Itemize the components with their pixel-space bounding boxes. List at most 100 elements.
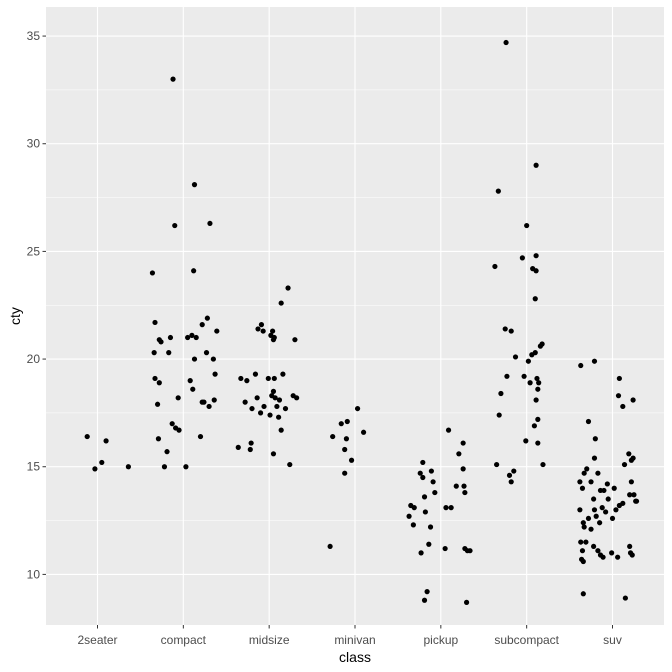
y-tick-label: 20 (27, 352, 41, 366)
y-tick-label: 15 (27, 460, 41, 474)
data-point (445, 427, 452, 433)
data-point (591, 543, 597, 550)
data-point (532, 296, 538, 302)
data-point (244, 377, 250, 384)
data-point (99, 459, 105, 466)
data-point (290, 393, 296, 399)
data-point (169, 421, 175, 427)
data-point (170, 76, 176, 82)
data-point (197, 433, 204, 440)
data-point (187, 377, 193, 384)
data-point (585, 515, 592, 522)
data-point (535, 386, 541, 392)
data-point (588, 526, 594, 532)
data-point (152, 319, 158, 326)
data-point (276, 397, 283, 403)
data-point (151, 350, 157, 356)
data-point (611, 485, 617, 491)
data-points (84, 39, 640, 605)
data-point (460, 440, 466, 446)
data-point (523, 438, 529, 444)
data-point (527, 380, 533, 386)
data-point (432, 489, 438, 496)
data-point (495, 188, 501, 194)
data-point (533, 253, 539, 259)
data-point (161, 464, 168, 470)
data-point (453, 483, 459, 489)
data-point (578, 539, 584, 545)
data-point (615, 393, 622, 399)
data-point (577, 507, 583, 513)
data-point (630, 455, 636, 461)
data-point (535, 416, 541, 422)
data-point (534, 375, 540, 382)
data-point (615, 554, 621, 560)
data-point (621, 461, 628, 468)
data-point (156, 380, 162, 386)
data-point (207, 220, 213, 227)
data-point (278, 300, 284, 306)
data-point (280, 371, 286, 377)
data-point (462, 489, 468, 496)
data-point (270, 328, 276, 334)
data-point (344, 418, 350, 425)
data-point (258, 322, 265, 328)
x-tick-label-midsize: midsize (249, 633, 290, 647)
data-point (531, 423, 537, 429)
data-point (156, 337, 162, 343)
data-point (354, 405, 361, 412)
data-point (248, 440, 254, 446)
data-point (577, 479, 583, 485)
data-point (176, 427, 182, 433)
data-point (448, 505, 454, 511)
data-point (191, 268, 197, 274)
data-point (210, 356, 216, 362)
data-point (421, 494, 428, 500)
data-point (255, 326, 261, 332)
data-point (631, 492, 637, 498)
data-point (496, 412, 502, 418)
data-point (274, 403, 280, 410)
data-point (583, 539, 589, 545)
data-point (342, 446, 348, 453)
x-tick-label-pickup: pickup (423, 633, 458, 647)
y-axis: 10 15 20 25 30 35 (27, 29, 46, 581)
data-point (533, 162, 539, 168)
data-point (628, 479, 634, 485)
data-point (342, 470, 348, 476)
data-point (338, 421, 344, 427)
data-point (525, 358, 531, 364)
data-point (427, 524, 434, 530)
data-point (270, 451, 277, 457)
data-point (92, 466, 98, 472)
data-point (424, 589, 430, 595)
data-point (512, 354, 519, 360)
data-point (204, 315, 210, 321)
data-point (579, 548, 586, 554)
y-tick-label: 35 (27, 29, 41, 43)
data-point (242, 399, 248, 405)
data-point (193, 334, 199, 341)
data-point (540, 461, 546, 468)
data-point (536, 380, 542, 386)
data-point (154, 401, 161, 407)
data-point (271, 375, 277, 382)
data-point (620, 500, 626, 506)
major-gridlines (46, 7, 664, 625)
y-tick-label: 25 (27, 244, 41, 258)
data-point (254, 395, 260, 401)
data-point (603, 509, 609, 515)
data-point (211, 397, 217, 403)
data-point (420, 459, 426, 466)
data-point (348, 457, 355, 463)
data-point (418, 550, 424, 556)
data-point (463, 599, 470, 605)
data-point (597, 520, 603, 526)
data-point (270, 388, 277, 394)
data-point (443, 505, 449, 511)
data-point (428, 468, 434, 474)
data-point (539, 341, 545, 347)
data-point (461, 483, 467, 489)
data-point (238, 375, 244, 382)
data-point (422, 509, 428, 515)
